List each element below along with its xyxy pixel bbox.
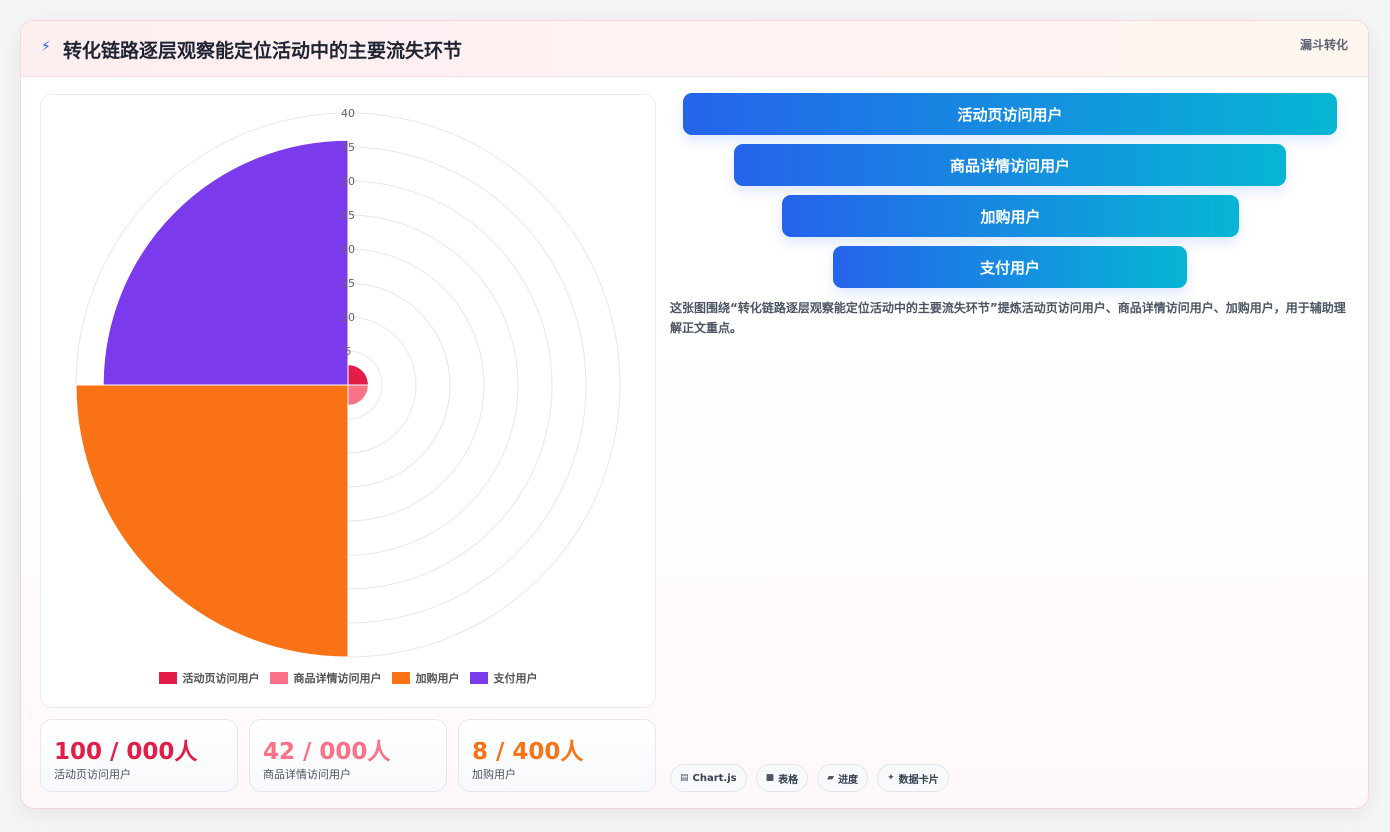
polar-sector[interactable] — [347, 384, 369, 406]
page-title: 转化链路逐层观察能定位活动中的主要流失环节 — [63, 40, 463, 62]
legend-swatch — [269, 672, 288, 684]
chip-data-card[interactable]: ✦ 数据卡片 — [877, 764, 949, 792]
tick-label: 10 — [341, 311, 355, 324]
legend-swatch — [158, 672, 177, 684]
tick-label: 5 — [345, 345, 352, 358]
stat-label: 加购用户 — [472, 768, 516, 781]
legend-swatch — [391, 672, 410, 684]
legend-label: 支付用户 — [493, 672, 538, 685]
sparkle-icon: ✦ — [887, 773, 895, 783]
chip-label: 进度 — [838, 774, 859, 786]
chip-table[interactable]: ■ 表格 — [755, 764, 809, 792]
stat-value: 100 / 000人 — [54, 739, 198, 765]
chip-chartjs[interactable]: ▤ Chart.js — [670, 764, 747, 792]
legend-label: 加购用户 — [415, 672, 460, 685]
legend-item[interactable]: 加购用户 — [391, 670, 460, 686]
chip-progress[interactable]: ▰ 进度 — [817, 764, 869, 792]
chip-label: Chart.js — [692, 772, 737, 784]
tick-label: 20 — [341, 243, 355, 256]
legend-label: 商品详情访问用户 — [293, 672, 382, 685]
legend-item[interactable]: 商品详情访问用户 — [269, 670, 382, 686]
stat-card: 100 / 000人 活动页访问用户 — [40, 719, 238, 792]
category-tag: 漏斗转化 — [1299, 38, 1348, 52]
polar-area-chart: 5 10 15 20 25 30 35 40 — [75, 107, 621, 658]
feature-chips: ▤ Chart.js ■ 表格 ▰ 进度 ✦ 数据卡片 — [670, 764, 949, 792]
legend-item[interactable]: 支付用户 — [469, 670, 538, 686]
funnel-stage[interactable]: 商品详情访问用户 — [734, 144, 1286, 186]
tick-label: 15 — [341, 277, 355, 290]
chart-description: 这张图围绕“转化链路逐层观察能定位活动中的主要流失环节”提炼活动页访问用户、商品… — [670, 301, 1346, 335]
stat-value: 8 / 400人 — [472, 739, 584, 765]
bolt-icon: ⚡ — [41, 39, 51, 55]
tick-label: 25 — [341, 209, 355, 222]
table-icon: ■ — [765, 773, 775, 783]
polar-sector[interactable] — [102, 139, 349, 386]
chip-label: 表格 — [778, 774, 799, 786]
card-header: ⚡ 转化链路逐层观察能定位活动中的主要流失环节 漏斗转化 — [21, 21, 1368, 77]
stat-label: 商品详情访问用户 — [263, 768, 351, 781]
polar-sector[interactable] — [75, 384, 349, 658]
tick-label: 40 — [341, 107, 355, 120]
stat-label: 活动页访问用户 — [54, 768, 131, 781]
chart-legend: 活动页访问用户 商品详情访问用户 加购用户 支付用户 — [41, 670, 655, 686]
tick-label: 35 — [341, 141, 355, 154]
polar-sector[interactable] — [347, 364, 369, 386]
funnel-stage[interactable]: 支付用户 — [833, 246, 1187, 288]
tick-label: 30 — [341, 175, 355, 188]
legend-label: 活动页访问用户 — [182, 672, 260, 685]
legend-swatch — [469, 672, 488, 684]
funnel-stage[interactable]: 活动页访问用户 — [683, 93, 1337, 135]
funnel-stage[interactable]: 加购用户 — [782, 195, 1239, 237]
stat-card: 8 / 400人 加购用户 — [458, 719, 656, 792]
chart-panel: 5 10 15 20 25 30 35 40 活动页访问用户 商品详情访问用户 加购用户 支付… — [40, 94, 656, 708]
legend-item[interactable]: 活动页访问用户 — [158, 670, 260, 686]
progress-icon: ▰ — [827, 773, 835, 783]
chip-label: 数据卡片 — [898, 774, 939, 786]
stat-card: 42 / 000人 商品详情访问用户 — [249, 719, 447, 792]
stat-value: 42 / 000人 — [263, 739, 391, 765]
chart-icon: ▤ — [680, 773, 689, 783]
stat-cards: 100 / 000人 活动页访问用户 42 / 000人 商品详情访问用户 8 … — [40, 719, 656, 793]
main-card: ⚡ 转化链路逐层观察能定位活动中的主要流失环节 漏斗转化 5 10 15 20 25 30… — [20, 20, 1369, 809]
